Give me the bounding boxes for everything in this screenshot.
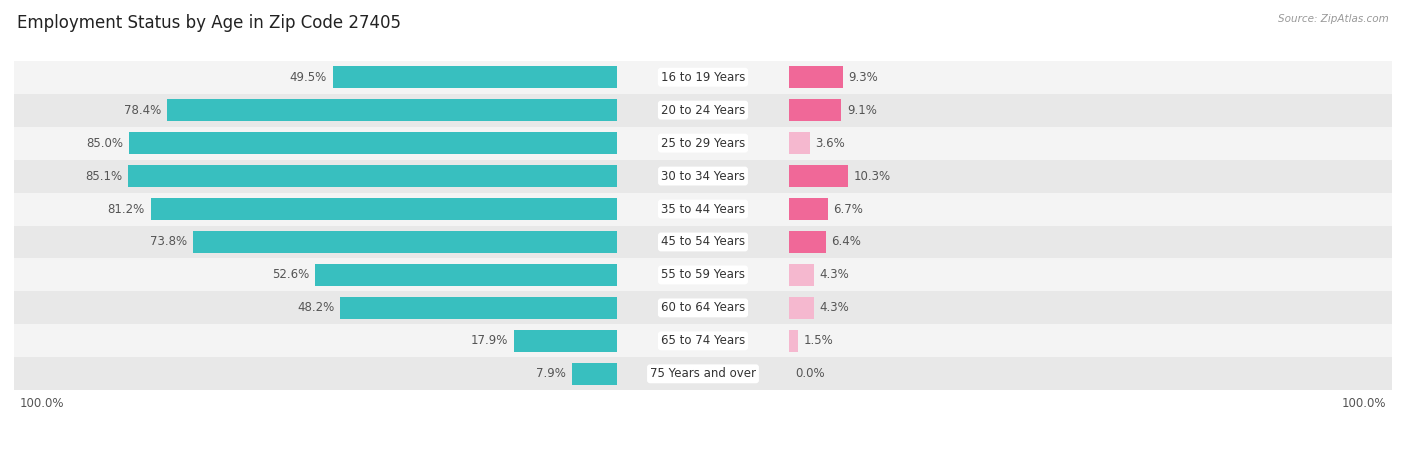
Text: 52.6%: 52.6% [271,268,309,281]
Bar [340,297,617,318]
Bar [515,330,617,352]
Bar [167,99,617,121]
Bar [14,160,1392,193]
Text: 100.0%: 100.0% [20,397,65,410]
Text: 3.6%: 3.6% [815,137,845,150]
Text: 75 Years and over: 75 Years and over [650,367,756,380]
Text: Source: ZipAtlas.com: Source: ZipAtlas.com [1278,14,1389,23]
Bar [14,94,1392,127]
Text: 60 to 64 Years: 60 to 64 Years [661,301,745,314]
Text: 48.2%: 48.2% [297,301,335,314]
Bar [14,61,1392,94]
Bar [789,166,848,187]
Text: 65 to 74 Years: 65 to 74 Years [661,334,745,347]
Text: 9.3%: 9.3% [848,71,877,84]
Bar [14,324,1392,357]
Text: 30 to 34 Years: 30 to 34 Years [661,170,745,183]
Bar [128,166,617,187]
Text: 6.4%: 6.4% [831,235,862,249]
Text: 55 to 59 Years: 55 to 59 Years [661,268,745,281]
Bar [789,297,814,318]
Bar [129,133,617,154]
Bar [789,198,828,220]
Text: 1.5%: 1.5% [803,334,834,347]
Text: 6.7%: 6.7% [834,202,863,216]
Bar [789,330,797,352]
Bar [150,198,617,220]
Bar [14,258,1392,291]
Text: 17.9%: 17.9% [471,334,509,347]
Bar [789,133,810,154]
Bar [14,357,1392,390]
Text: Employment Status by Age in Zip Code 27405: Employment Status by Age in Zip Code 274… [17,14,401,32]
Text: 85.0%: 85.0% [86,137,124,150]
Text: 85.1%: 85.1% [86,170,122,183]
Text: 78.4%: 78.4% [124,104,162,117]
Text: 45 to 54 Years: 45 to 54 Years [661,235,745,249]
Text: 49.5%: 49.5% [290,71,328,84]
Text: 81.2%: 81.2% [108,202,145,216]
Text: 25 to 29 Years: 25 to 29 Years [661,137,745,150]
Bar [193,231,617,253]
Text: 16 to 19 Years: 16 to 19 Years [661,71,745,84]
Text: 9.1%: 9.1% [846,104,877,117]
Text: 4.3%: 4.3% [820,268,849,281]
Bar [14,226,1392,258]
Bar [789,231,825,253]
Text: 73.8%: 73.8% [150,235,187,249]
Text: 100.0%: 100.0% [1341,397,1386,410]
Bar [789,99,841,121]
Bar [315,264,617,285]
Bar [333,66,617,88]
Text: 35 to 44 Years: 35 to 44 Years [661,202,745,216]
Text: 7.9%: 7.9% [536,367,565,380]
Bar [14,127,1392,160]
Text: 20 to 24 Years: 20 to 24 Years [661,104,745,117]
Text: 4.3%: 4.3% [820,301,849,314]
Bar [789,66,842,88]
Bar [14,193,1392,226]
Bar [571,363,617,385]
Bar [789,264,814,285]
Text: 0.0%: 0.0% [794,367,824,380]
Text: 10.3%: 10.3% [853,170,891,183]
Bar [14,291,1392,324]
